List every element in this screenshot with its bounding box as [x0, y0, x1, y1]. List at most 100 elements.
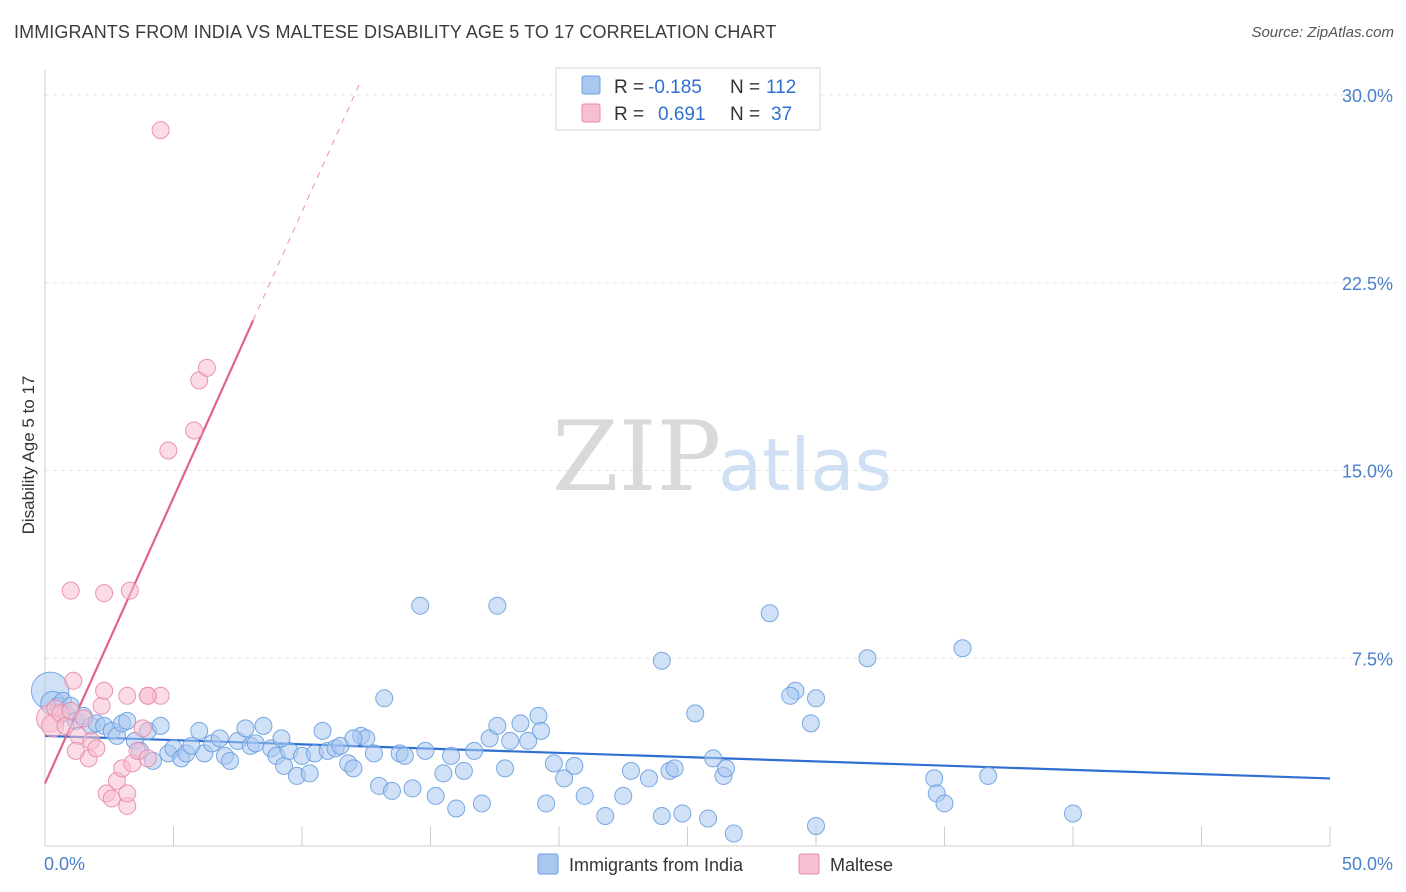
point-immigrants-from-india	[465, 741, 484, 760]
point-immigrants-from-india	[300, 764, 319, 783]
point-immigrants-from-india	[699, 809, 718, 828]
trend-line-maltese	[43, 319, 255, 784]
point-immigrants-from-india	[717, 759, 736, 778]
point-immigrants-from-india	[704, 749, 723, 768]
point-maltese	[118, 784, 137, 803]
legend-r-label-maltese: R =	[614, 104, 644, 125]
x-tick-labels: 0.0% 50.0%	[44, 854, 1393, 874]
legend-r-value-india: -0.185	[648, 77, 702, 98]
chart-title: IMMIGRANTS FROM INDIA VS MALTESE DISABIL…	[14, 22, 777, 42]
point-immigrants-from-india	[190, 721, 209, 740]
point-immigrants-from-india	[272, 729, 291, 748]
point-maltese	[120, 581, 139, 600]
point-maltese	[95, 681, 114, 700]
point-immigrants-from-india	[236, 719, 255, 738]
point-immigrants-from-india	[488, 716, 507, 735]
point-immigrants-from-india	[411, 596, 430, 615]
point-immigrants-from-india	[724, 824, 743, 843]
point-maltese	[138, 686, 157, 705]
point-immigrants-from-india	[621, 761, 640, 780]
watermark-atlas: atlas	[718, 423, 892, 507]
point-maltese	[92, 696, 111, 715]
point-immigrants-from-india	[221, 751, 240, 770]
point-immigrants-from-india	[210, 729, 229, 748]
x-tick-label-min: 0.0%	[44, 854, 85, 874]
point-maltese	[102, 789, 121, 808]
legend-n-value-india: 112	[766, 77, 796, 98]
point-immigrants-from-india	[565, 756, 584, 775]
point-immigrants-from-india	[652, 806, 671, 825]
point-immigrants-from-india	[472, 794, 491, 813]
legend-swatch-immigrants-from-india	[537, 853, 559, 875]
point-immigrants-from-india	[519, 731, 538, 750]
point-immigrants-from-india	[596, 806, 615, 825]
point-immigrants-from-india	[807, 816, 825, 835]
point-immigrants-from-india	[375, 689, 394, 708]
point-maltese	[61, 581, 80, 600]
point-immigrants-from-india	[639, 769, 658, 788]
watermark: ZIP atlas	[552, 401, 892, 513]
legend-r-label-india: R =	[614, 77, 644, 98]
y-tick-label: 7.5%	[1352, 649, 1393, 669]
point-maltese	[138, 749, 157, 768]
point-immigrants-from-india	[801, 714, 820, 733]
point-immigrants-from-india	[652, 651, 671, 670]
point-immigrants-from-india	[344, 729, 363, 748]
point-immigrants-from-india	[382, 781, 401, 800]
point-immigrants-from-india	[426, 786, 445, 805]
point-immigrants-from-india	[614, 786, 633, 805]
legend-n-label-india: N =	[730, 77, 760, 98]
point-immigrants-from-india	[665, 759, 684, 778]
point-immigrants-from-india	[858, 649, 877, 668]
point-maltese	[197, 358, 216, 377]
legend-n-label-maltese: N =	[730, 104, 760, 125]
point-immigrants-from-india	[151, 716, 170, 735]
point-immigrants-from-india	[364, 744, 383, 763]
point-immigrants-from-india	[953, 639, 972, 658]
point-immigrants-from-india	[1064, 804, 1082, 823]
point-maltese	[74, 709, 93, 728]
point-maltese	[118, 686, 137, 705]
point-immigrants-from-india	[254, 716, 273, 735]
legend-swatch-maltese-bottom	[798, 853, 820, 875]
point-immigrants-from-india	[118, 711, 137, 730]
y-tick-labels: 7.5% 15.0% 22.5% 30.0%	[1342, 86, 1393, 669]
point-immigrants-from-india	[544, 754, 563, 773]
point-immigrants-from-india	[575, 786, 594, 805]
point-immigrants-from-india	[313, 721, 332, 740]
point-maltese	[66, 741, 85, 760]
point-maltese	[185, 421, 204, 440]
point-immigrants-from-india	[447, 799, 466, 818]
y-tick-label: 30.0%	[1342, 86, 1393, 106]
point-immigrants-from-india	[442, 746, 461, 765]
trend-line-maltese-extension	[252, 82, 361, 321]
x-tick-label-max: 50.0%	[1342, 854, 1393, 874]
watermark-zip: ZIP	[552, 401, 721, 513]
point-maltese	[95, 584, 114, 603]
point-immigrants-from-india	[537, 794, 556, 813]
point-immigrants-from-india	[979, 766, 998, 785]
point-maltese	[133, 719, 152, 738]
point-immigrants-from-india	[496, 759, 515, 778]
series-legend: Immigrants from India Maltese	[537, 853, 893, 875]
point-immigrants-from-india	[555, 769, 574, 788]
legend-label-immigrants-from-india: Immigrants from India	[569, 855, 744, 875]
axes	[44, 70, 1331, 847]
point-immigrants-from-india	[344, 759, 363, 778]
point-immigrants-from-india	[760, 604, 779, 623]
legend-swatch-maltese	[581, 103, 601, 123]
point-immigrants-from-india	[246, 734, 265, 753]
point-maltese	[159, 441, 178, 460]
point-immigrants-from-india	[434, 764, 453, 783]
point-immigrants-from-india	[532, 721, 551, 740]
point-maltese	[87, 739, 106, 758]
point-maltese	[64, 671, 83, 690]
legend-n-value-maltese: 37	[771, 104, 792, 125]
point-immigrants-from-india	[781, 686, 800, 705]
y-axis-label: Disability Age 5 to 17	[19, 376, 38, 535]
data-points	[30, 121, 1082, 843]
correlation-legend: R = -0.185 N = 112 R = 0.691 N = 37	[555, 67, 821, 131]
point-immigrants-from-india	[416, 741, 435, 760]
legend-label-maltese: Maltese	[830, 855, 893, 875]
